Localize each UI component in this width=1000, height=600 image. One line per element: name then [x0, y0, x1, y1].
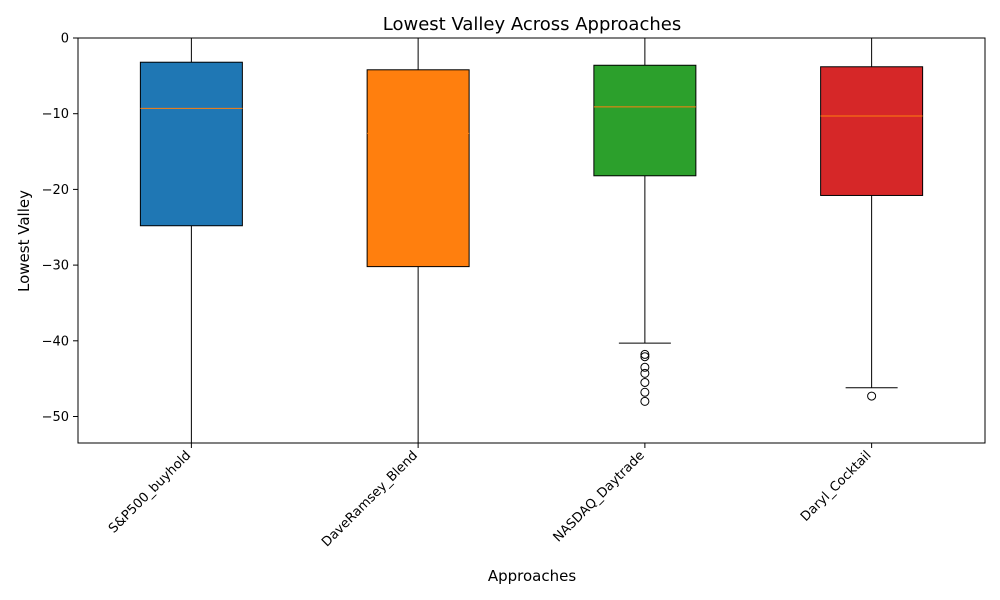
y-tick-label: −20	[42, 183, 69, 198]
y-tick-label: −10	[42, 107, 69, 122]
outlier-point	[640, 362, 650, 372]
outlier-point	[640, 377, 650, 387]
outlier-point	[640, 368, 650, 378]
chart-title: Lowest Valley Across Approaches	[383, 14, 681, 35]
y-tick-label: −40	[42, 334, 69, 349]
outlier-point	[867, 391, 877, 401]
boxes-layer	[139, 37, 924, 444]
outlier-point	[640, 387, 650, 397]
x-axis-label: Approaches	[488, 567, 576, 585]
iqr-box	[366, 69, 470, 268]
box-group	[366, 37, 470, 444]
outlier-point	[640, 352, 650, 362]
iqr-box	[593, 64, 697, 177]
y-tick-label: −30	[42, 259, 69, 274]
y-tick-label: 0	[61, 32, 69, 47]
outlier-point	[640, 349, 650, 359]
plot-frame	[77, 37, 986, 444]
box-group	[820, 37, 924, 401]
outlier-point	[640, 396, 650, 406]
box-group	[593, 37, 697, 406]
y-axis-label: Lowest Valley	[15, 190, 33, 292]
y-tick-label: −50	[42, 410, 69, 425]
iqr-box	[139, 61, 243, 227]
iqr-box	[820, 66, 924, 196]
